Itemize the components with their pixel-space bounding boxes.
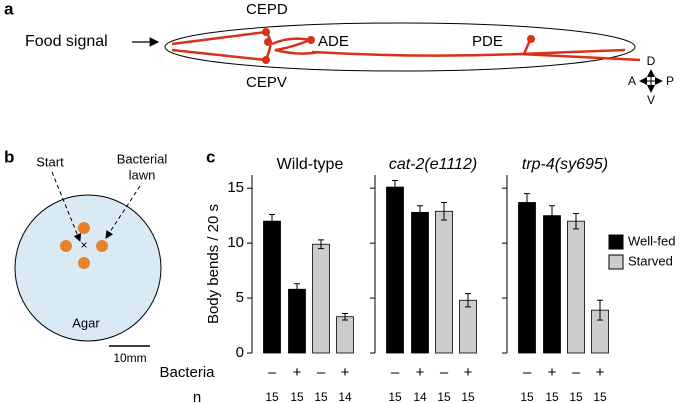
- error-bar: [549, 205, 555, 227]
- n-label: 15: [545, 390, 559, 403]
- bar: [386, 186, 404, 354]
- x-tick-label: +: [596, 364, 605, 381]
- chart-title: cat-2(e1112): [389, 156, 477, 173]
- legend-label: Well-fed: [628, 233, 675, 248]
- compass: [639, 69, 663, 93]
- worm-body: [164, 22, 636, 72]
- error-bar: [465, 293, 471, 308]
- x-tick-label: +: [416, 364, 425, 381]
- x-tick-label: –: [572, 364, 581, 381]
- n-label: 14: [413, 390, 427, 403]
- y-tick-label: 15: [227, 179, 244, 196]
- error-bar: [441, 201, 447, 221]
- y-axis-label: Body bends / 20 s: [205, 204, 222, 324]
- food-signal: Food signal: [25, 33, 108, 50]
- error-bar: [342, 312, 348, 321]
- n-label: 15: [290, 390, 304, 403]
- bar: [543, 215, 561, 354]
- lawn-label: Bacterial: [117, 151, 168, 166]
- bar: [459, 299, 477, 354]
- start-mark: ×: [80, 238, 87, 252]
- bar: [435, 210, 453, 354]
- bar: [312, 243, 330, 354]
- n-label: 15: [520, 390, 534, 403]
- bar: [288, 288, 306, 354]
- panel-label: c: [206, 147, 215, 166]
- lawns: [60, 222, 108, 269]
- neuron-label: ADE: [318, 33, 349, 50]
- neuron-label: CEPV: [246, 74, 287, 91]
- start-label: Start: [36, 154, 64, 169]
- x-tick-label: +: [293, 364, 302, 381]
- error-bar: [392, 179, 398, 195]
- bar: [567, 220, 585, 354]
- row-label: Bacteria: [159, 364, 215, 381]
- n-label: 15: [265, 390, 279, 403]
- chart-title: trp-4(sy695): [522, 156, 608, 173]
- n-label: 15: [461, 390, 475, 403]
- y-tick-label: 0: [236, 344, 244, 361]
- legend-swatch: [608, 254, 624, 270]
- bar: [263, 220, 281, 354]
- x-tick-label: –: [317, 364, 326, 381]
- compass-label: V: [647, 93, 655, 107]
- chart-title: Wild-type: [277, 156, 344, 173]
- y-tick-label: 5: [236, 289, 244, 306]
- panel-label: b: [4, 147, 14, 166]
- x-tick-label: +: [464, 364, 473, 381]
- agar-plate: [14, 194, 162, 342]
- error-bar: [318, 239, 324, 250]
- scale-label: 10mm: [113, 351, 146, 365]
- y-tick-label: 10: [227, 234, 244, 251]
- n-label: 15: [314, 390, 328, 403]
- x-tick-label: –: [268, 364, 277, 381]
- agar-label: Agar: [72, 315, 100, 330]
- neurons: [171, 28, 641, 64]
- error-bar: [573, 212, 579, 230]
- legend-swatch: [608, 234, 624, 250]
- x-tick-label: –: [523, 364, 532, 381]
- bar: [518, 202, 536, 354]
- bar: [336, 316, 354, 354]
- n-label: 15: [437, 390, 451, 403]
- x-tick-label: –: [391, 364, 400, 381]
- legend-label: Starved: [628, 253, 673, 268]
- n-label: 15: [569, 390, 583, 403]
- compass-label: A: [628, 74, 636, 88]
- n-label: 15: [388, 390, 402, 403]
- arrow: [105, 185, 141, 239]
- x-tick-label: +: [548, 364, 557, 381]
- lawn-label: lawn: [129, 167, 156, 182]
- neuron-label: CEPD: [246, 1, 288, 18]
- x-tick-label: –: [440, 364, 449, 381]
- row-label: n: [193, 389, 201, 403]
- bar: [411, 211, 429, 354]
- arrow: [51, 171, 82, 242]
- error-bar: [417, 205, 423, 220]
- neuron-label: PDE: [472, 33, 503, 50]
- error-bar: [269, 214, 275, 229]
- panel-label: a: [4, 0, 14, 18]
- n-label: 14: [338, 390, 352, 403]
- error-bar: [524, 193, 530, 212]
- n-label: 15: [593, 390, 607, 403]
- compass-label: D: [647, 54, 656, 68]
- error-bar: [597, 299, 603, 321]
- compass-label: P: [666, 74, 674, 88]
- error-bar: [294, 283, 300, 296]
- x-tick-label: +: [341, 364, 350, 381]
